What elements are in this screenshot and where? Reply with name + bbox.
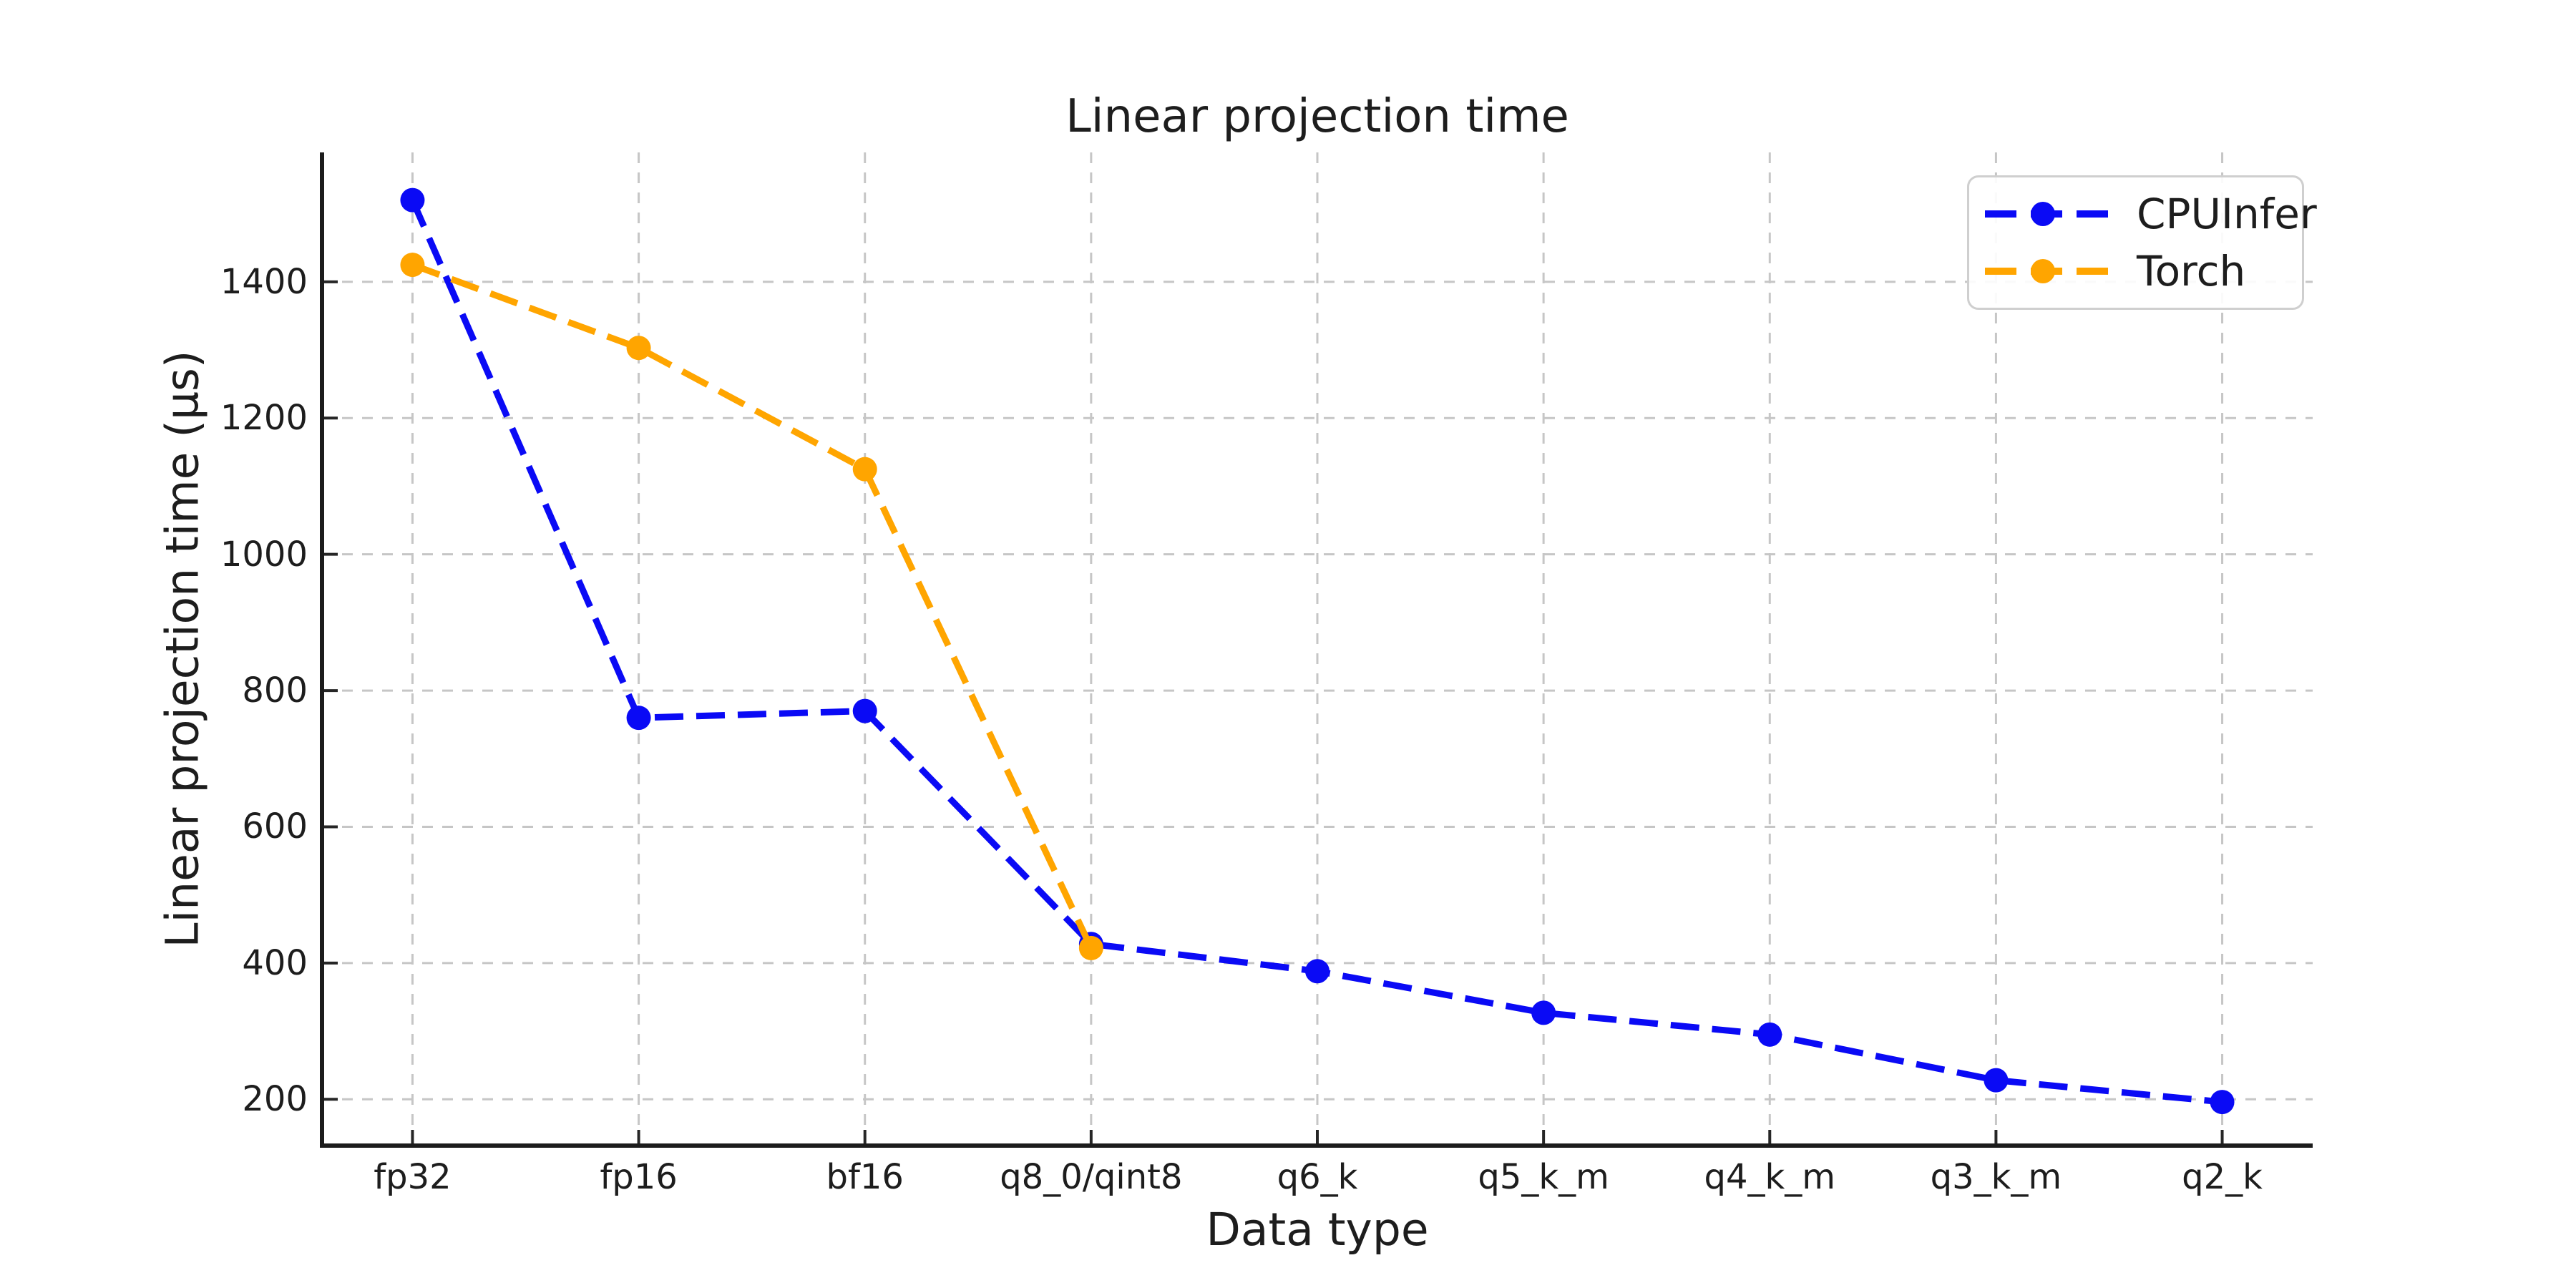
x-tick-label: q8_0/qint8 (1000, 1157, 1183, 1197)
cpuinfer-data-point-marker (1305, 959, 1330, 984)
torch-data-point-marker (400, 253, 425, 278)
y-tick-label: 600 (242, 806, 308, 847)
cpuinfer-data-point-marker (2210, 1090, 2235, 1115)
legend-item-torch: Torch (1982, 247, 2289, 296)
torch-data-point-marker (1078, 935, 1103, 960)
x-axis-label: Data type (1206, 1204, 1429, 1256)
x-tick-label: q2_k (2182, 1157, 2263, 1197)
torch-line-sample (1985, 258, 2115, 283)
x-tick-label: bf16 (826, 1157, 904, 1197)
torch-data-point-marker (852, 457, 877, 482)
y-tick-label: 1200 (220, 398, 308, 439)
y-tick-label: 1400 (220, 261, 308, 302)
x-tick-label: q3_k_m (1930, 1157, 2062, 1197)
legend-box: CPUInfer Torch (1967, 175, 2317, 310)
legend-label-cpuinfer: CPUInfer (2137, 190, 2317, 239)
legend-item-cpuinfer: CPUInfer (1982, 190, 2317, 238)
x-tick-label: q6_k (1277, 1157, 1358, 1197)
y-axis-label: Linear projection time (µs) (156, 350, 209, 948)
legend-label-torch: Torch (2137, 246, 2246, 296)
chart-title: Linear projection time (1065, 90, 1569, 143)
x-tick-label: fp16 (600, 1157, 678, 1197)
y-tick-label: 800 (242, 670, 308, 711)
axis-tick-marks (322, 280, 2224, 1146)
data-series (400, 187, 2235, 1115)
y-tick-label: 1000 (220, 534, 308, 575)
x-tick-label: q5_k_m (1478, 1157, 1609, 1197)
cpuinfer-data-point-marker (626, 706, 651, 731)
cpuinfer-data-point-marker (400, 187, 425, 213)
cpuinfer-data-point-marker (1531, 1000, 1556, 1025)
axes-spines (320, 152, 2313, 1148)
cpuinfer-data-point-marker (852, 698, 877, 723)
x-tick-label: fp32 (374, 1157, 452, 1197)
y-tick-label: 400 (242, 942, 308, 983)
cpuinfer-line-sample (1985, 202, 2115, 227)
y-tick-label: 200 (242, 1079, 308, 1120)
torch-series-line (411, 261, 1094, 950)
x-tick-label: q4_k_m (1704, 1157, 1836, 1197)
cpuinfer-data-point-marker (1757, 1022, 1782, 1047)
cpuinfer-data-point-marker (1984, 1068, 2009, 1093)
torch-data-point-marker (626, 336, 651, 361)
